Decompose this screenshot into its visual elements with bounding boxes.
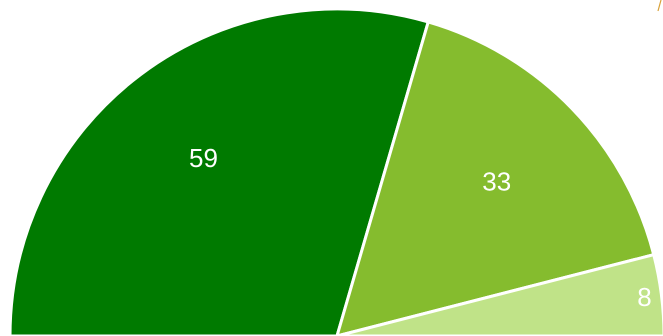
slice-label-59: 59 xyxy=(189,143,218,173)
labels-group: 59 33 8 xyxy=(189,143,652,312)
slice-label-8: 8 xyxy=(637,282,651,312)
corner-mark xyxy=(657,0,662,12)
pie-slice-59 xyxy=(8,7,430,336)
pie-slice-33 xyxy=(335,20,656,336)
slice-label-33: 33 xyxy=(482,166,511,196)
pie-slice-8 xyxy=(335,253,663,336)
slices-group xyxy=(8,7,663,336)
